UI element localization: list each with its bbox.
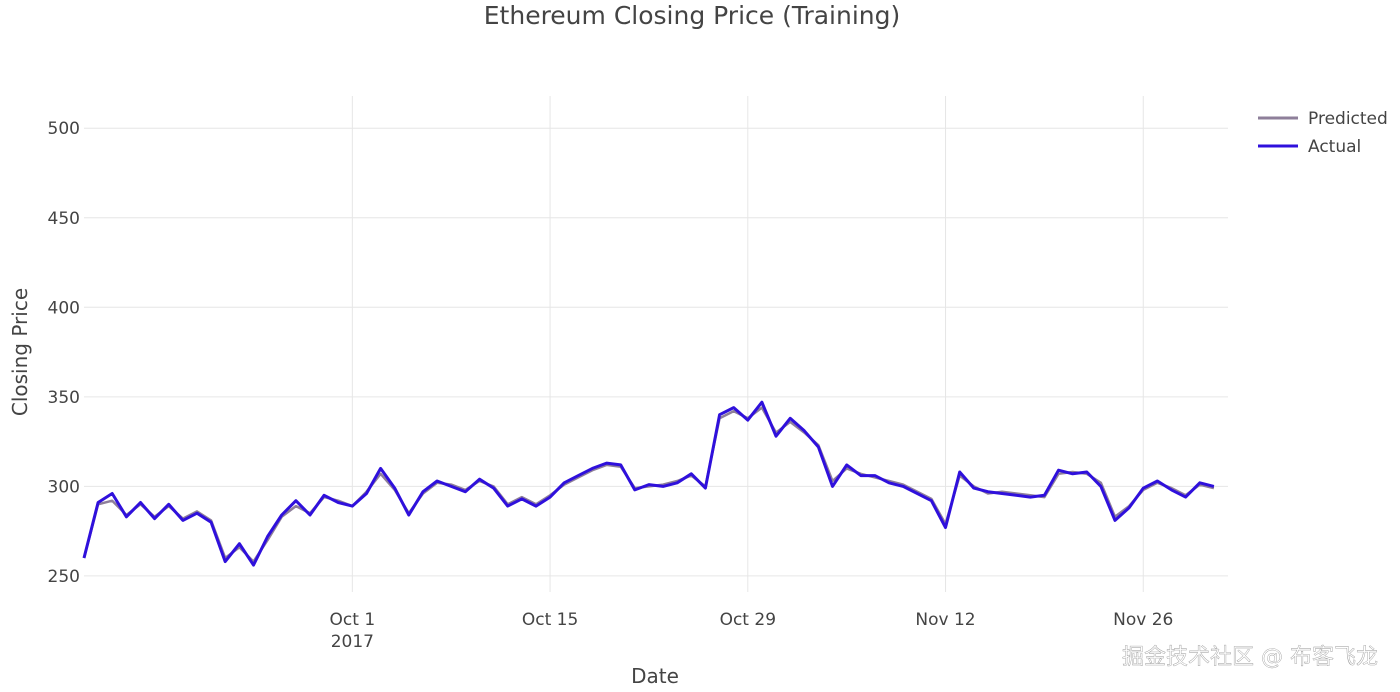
- x-tick-sublabel: 2017: [331, 632, 374, 652]
- watermark: 掘金技术社区 @ 布客飞龙: [1122, 645, 1378, 670]
- y-tick-label: 350: [48, 388, 80, 408]
- legend[interactable]: Predicted Actual: [1258, 109, 1388, 157]
- y-tick-label: 400: [48, 298, 80, 318]
- y-axis-title: Closing Price: [8, 288, 32, 416]
- legend-label-actual: Actual: [1308, 137, 1361, 157]
- gridlines: [84, 96, 1228, 592]
- x-tick-label: Oct 1: [330, 610, 376, 630]
- y-tick-label: 250: [48, 567, 80, 587]
- x-axis-title: Date: [631, 664, 679, 688]
- chart-title: Ethereum Closing Price (Training): [484, 1, 901, 30]
- series-lines: [82, 400, 1215, 567]
- y-axis-ticks: 250 300 350 400 450 500: [48, 119, 80, 587]
- series-line-actual: [82, 400, 1215, 567]
- y-tick-label: 450: [48, 209, 80, 229]
- series-line-predicted: [82, 406, 1215, 563]
- x-tick-label: Nov 12: [915, 610, 975, 630]
- y-tick-label: 300: [48, 477, 80, 497]
- x-tick-label: Oct 15: [522, 610, 578, 630]
- x-tick-label: Oct 29: [720, 610, 776, 630]
- legend-item-predicted[interactable]: Predicted: [1258, 109, 1388, 129]
- legend-item-actual[interactable]: Actual: [1258, 137, 1361, 157]
- legend-label-predicted: Predicted: [1308, 109, 1388, 129]
- y-tick-label: 500: [48, 119, 80, 139]
- x-tick-label: Nov 26: [1113, 610, 1173, 630]
